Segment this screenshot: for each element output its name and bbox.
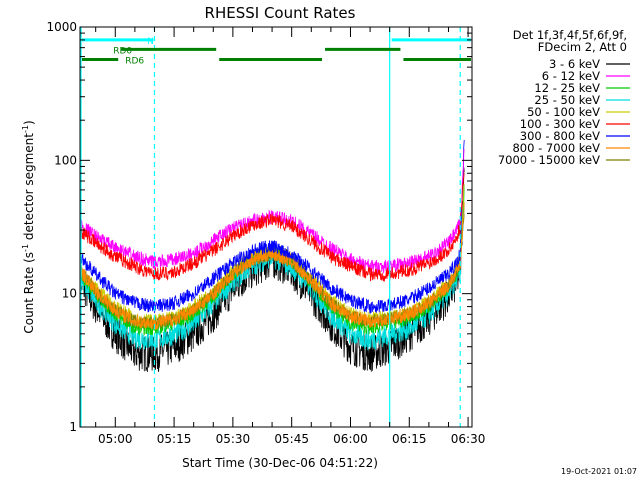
series-line-100-to-300kev — [79, 172, 465, 283]
y-tick-label: 100 — [54, 153, 77, 167]
legend-label: 12 - 25 keV — [534, 81, 600, 95]
x-tick-label: 06:00 — [333, 432, 368, 446]
legend-label: 25 - 50 keV — [534, 93, 600, 107]
legend-label: 3 - 6 keV — [549, 57, 600, 71]
legend-label: 6 - 12 keV — [542, 69, 600, 83]
legend-header-line2: FDecim 2, Att 0 — [538, 40, 627, 54]
legend-label: 50 - 100 keV — [527, 105, 600, 119]
footer-timestamp: 19-Oct-2021 01:07 — [561, 467, 637, 476]
x-tick-label: 05:45 — [274, 432, 309, 446]
y-tick-label: 1 — [69, 420, 77, 434]
x-axis-label: Start Time (30-Dec-06 04:51:22) — [182, 456, 378, 470]
plot-frame — [79, 26, 473, 428]
y-axis-label: Count Rate (s-1 detector segment-1) — [21, 120, 36, 333]
x-tick-label: 05:15 — [157, 432, 192, 446]
legend-header-line1: Det 1f,3f,4f,5f,6f,9f, — [513, 28, 627, 42]
legend: Det 1f,3f,4f,5f,6f,9f,FDecim 2, Att 0 3 -… — [498, 28, 630, 167]
legend-label: 300 - 800 keV — [520, 129, 600, 143]
legend-label: 7000 - 15000 keV — [498, 153, 600, 167]
annotation-label: RD0 — [113, 46, 132, 56]
axis-layer: 1 10 100 1000 05:00 05:15 05:30 05:45 06:00 06:15… — [46, 20, 485, 446]
y-tick-label: 10 — [62, 287, 77, 301]
series-line-300-to-800kev — [79, 139, 465, 315]
annotation-label: RD6 — [125, 57, 144, 67]
plot-data-layer — [79, 139, 465, 373]
x-tick-label: 05:00 — [98, 432, 133, 446]
series-line-800-to-7000kev — [79, 202, 465, 330]
chart-title: RHESSI Count Rates — [205, 4, 356, 22]
annotation-label: N — [147, 37, 154, 47]
x-tick-label: 05:30 — [216, 432, 251, 446]
legend-label: 100 - 300 keV — [520, 117, 600, 131]
x-tick-label: 06:30 — [451, 432, 486, 446]
x-tick-label: 06:15 — [392, 432, 427, 446]
y-tick-label: 1000 — [46, 20, 77, 34]
legend-label: 800 - 7000 keV — [512, 141, 600, 155]
